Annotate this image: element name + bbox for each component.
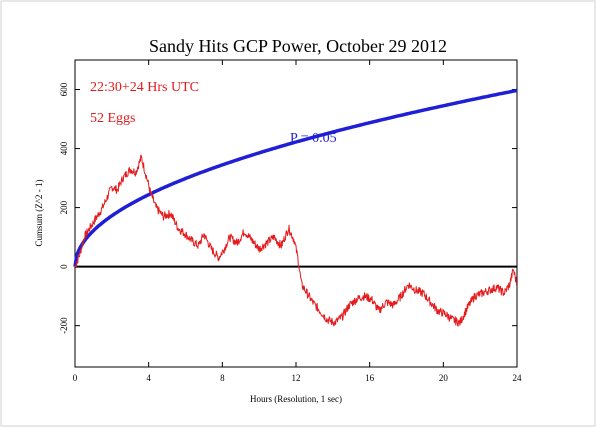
x-tick-label: 12	[292, 373, 301, 383]
x-axis-label: Hours (Resolution, 1 sec)	[250, 394, 342, 404]
x-tick-label: 0	[73, 373, 78, 383]
chart-title: Sandy Hits GCP Power, October 29 2012	[149, 36, 447, 56]
x-tick-label: 20	[439, 373, 449, 383]
plot-area	[74, 59, 518, 368]
y-tick-label: -200	[59, 317, 69, 334]
y-tick-label: 200	[59, 200, 69, 214]
y-tick-label: 0	[59, 264, 69, 269]
eggs-label: 52 Eggs	[90, 111, 136, 126]
y-axis-label: Cumsum (Z^2 - 1)	[34, 180, 44, 247]
x-tick-label: 4	[146, 373, 151, 383]
p-envelope-line	[73, 88, 518, 267]
y-tick-label: 400	[59, 141, 69, 155]
time-range-label: 22:30+24 Hrs UTC	[90, 80, 199, 95]
p-value-label: P = 0.05	[290, 131, 337, 146]
x-tick-label: 16	[365, 373, 375, 383]
x-ticks: 0 4 8 12 16 20 24	[73, 60, 522, 383]
x-tick-label: 8	[220, 373, 225, 383]
x-tick-label: 24	[513, 373, 523, 383]
y-tick-label: 600	[59, 82, 69, 96]
cumsum-line	[74, 154, 518, 327]
